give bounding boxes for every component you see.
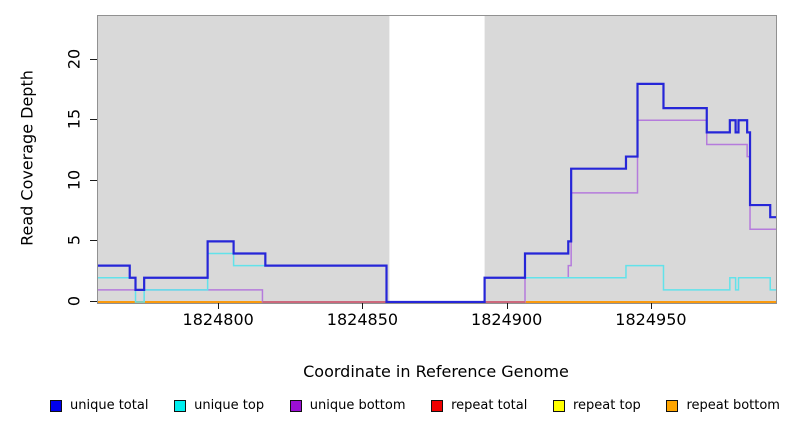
plot-area: [97, 15, 777, 304]
y-tick-label: 20: [64, 48, 84, 69]
x-axis-label: Coordinate in Reference Genome: [303, 362, 569, 381]
legend-label: repeat bottom: [686, 398, 780, 413]
x-tick-label: 1824850: [326, 310, 399, 329]
coverage-step-plot: [98, 16, 776, 303]
legend-swatch-repeat-total: [431, 399, 444, 412]
legend-swatch-unique-total: [50, 399, 62, 412]
y-tick-mark: [90, 58, 97, 60]
legend-swatch-repeat-bottom: [666, 399, 679, 412]
x-tick-mark: [650, 303, 652, 309]
legend-item-unique-bottom: unique bottom: [289, 398, 406, 413]
y-tick-mark: [90, 119, 97, 121]
y-axis-label: Read Coverage Depth: [17, 70, 37, 246]
legend-label: unique top: [194, 398, 265, 413]
y-tick-label: 15: [64, 109, 84, 130]
legend: unique total unique top unique bottom repea…: [0, 398, 792, 413]
legend-label: repeat total: [451, 398, 528, 413]
legend-label: repeat top: [573, 398, 641, 413]
y-tick-mark: [90, 179, 97, 181]
y-tick-mark: [90, 301, 97, 302]
x-tick-label: 1824950: [615, 310, 687, 329]
series-unique-top: [98, 252, 776, 303]
legend-item-repeat-total: repeat total: [431, 398, 527, 413]
x-tick-mark: [218, 303, 220, 309]
legend-item-unique-top: unique top: [174, 398, 264, 413]
y-tick-label: 10: [64, 169, 84, 190]
legend-item-unique-total: unique total: [50, 398, 148, 413]
gap-region: [389, 16, 485, 303]
x-tick-mark: [506, 303, 508, 309]
legend-item-repeat-bottom: repeat bottom: [666, 398, 780, 413]
legend-item-repeat-top: repeat top: [553, 398, 641, 413]
y-tick-label: 5: [64, 235, 84, 246]
legend-swatch-unique-top: [174, 399, 187, 412]
y-tick-label: 0: [64, 295, 84, 307]
legend-swatch-repeat-top: [553, 399, 565, 412]
legend-swatch-unique-bottom: [289, 399, 302, 412]
y-tick-mark: [90, 240, 97, 242]
series-unique-total: [98, 82, 776, 303]
x-tick-label: 1824900: [471, 310, 543, 329]
x-tick-mark: [362, 303, 364, 309]
legend-label: unique total: [70, 398, 149, 413]
legend-label: unique bottom: [309, 398, 406, 413]
x-tick-label: 1824800: [182, 310, 254, 329]
